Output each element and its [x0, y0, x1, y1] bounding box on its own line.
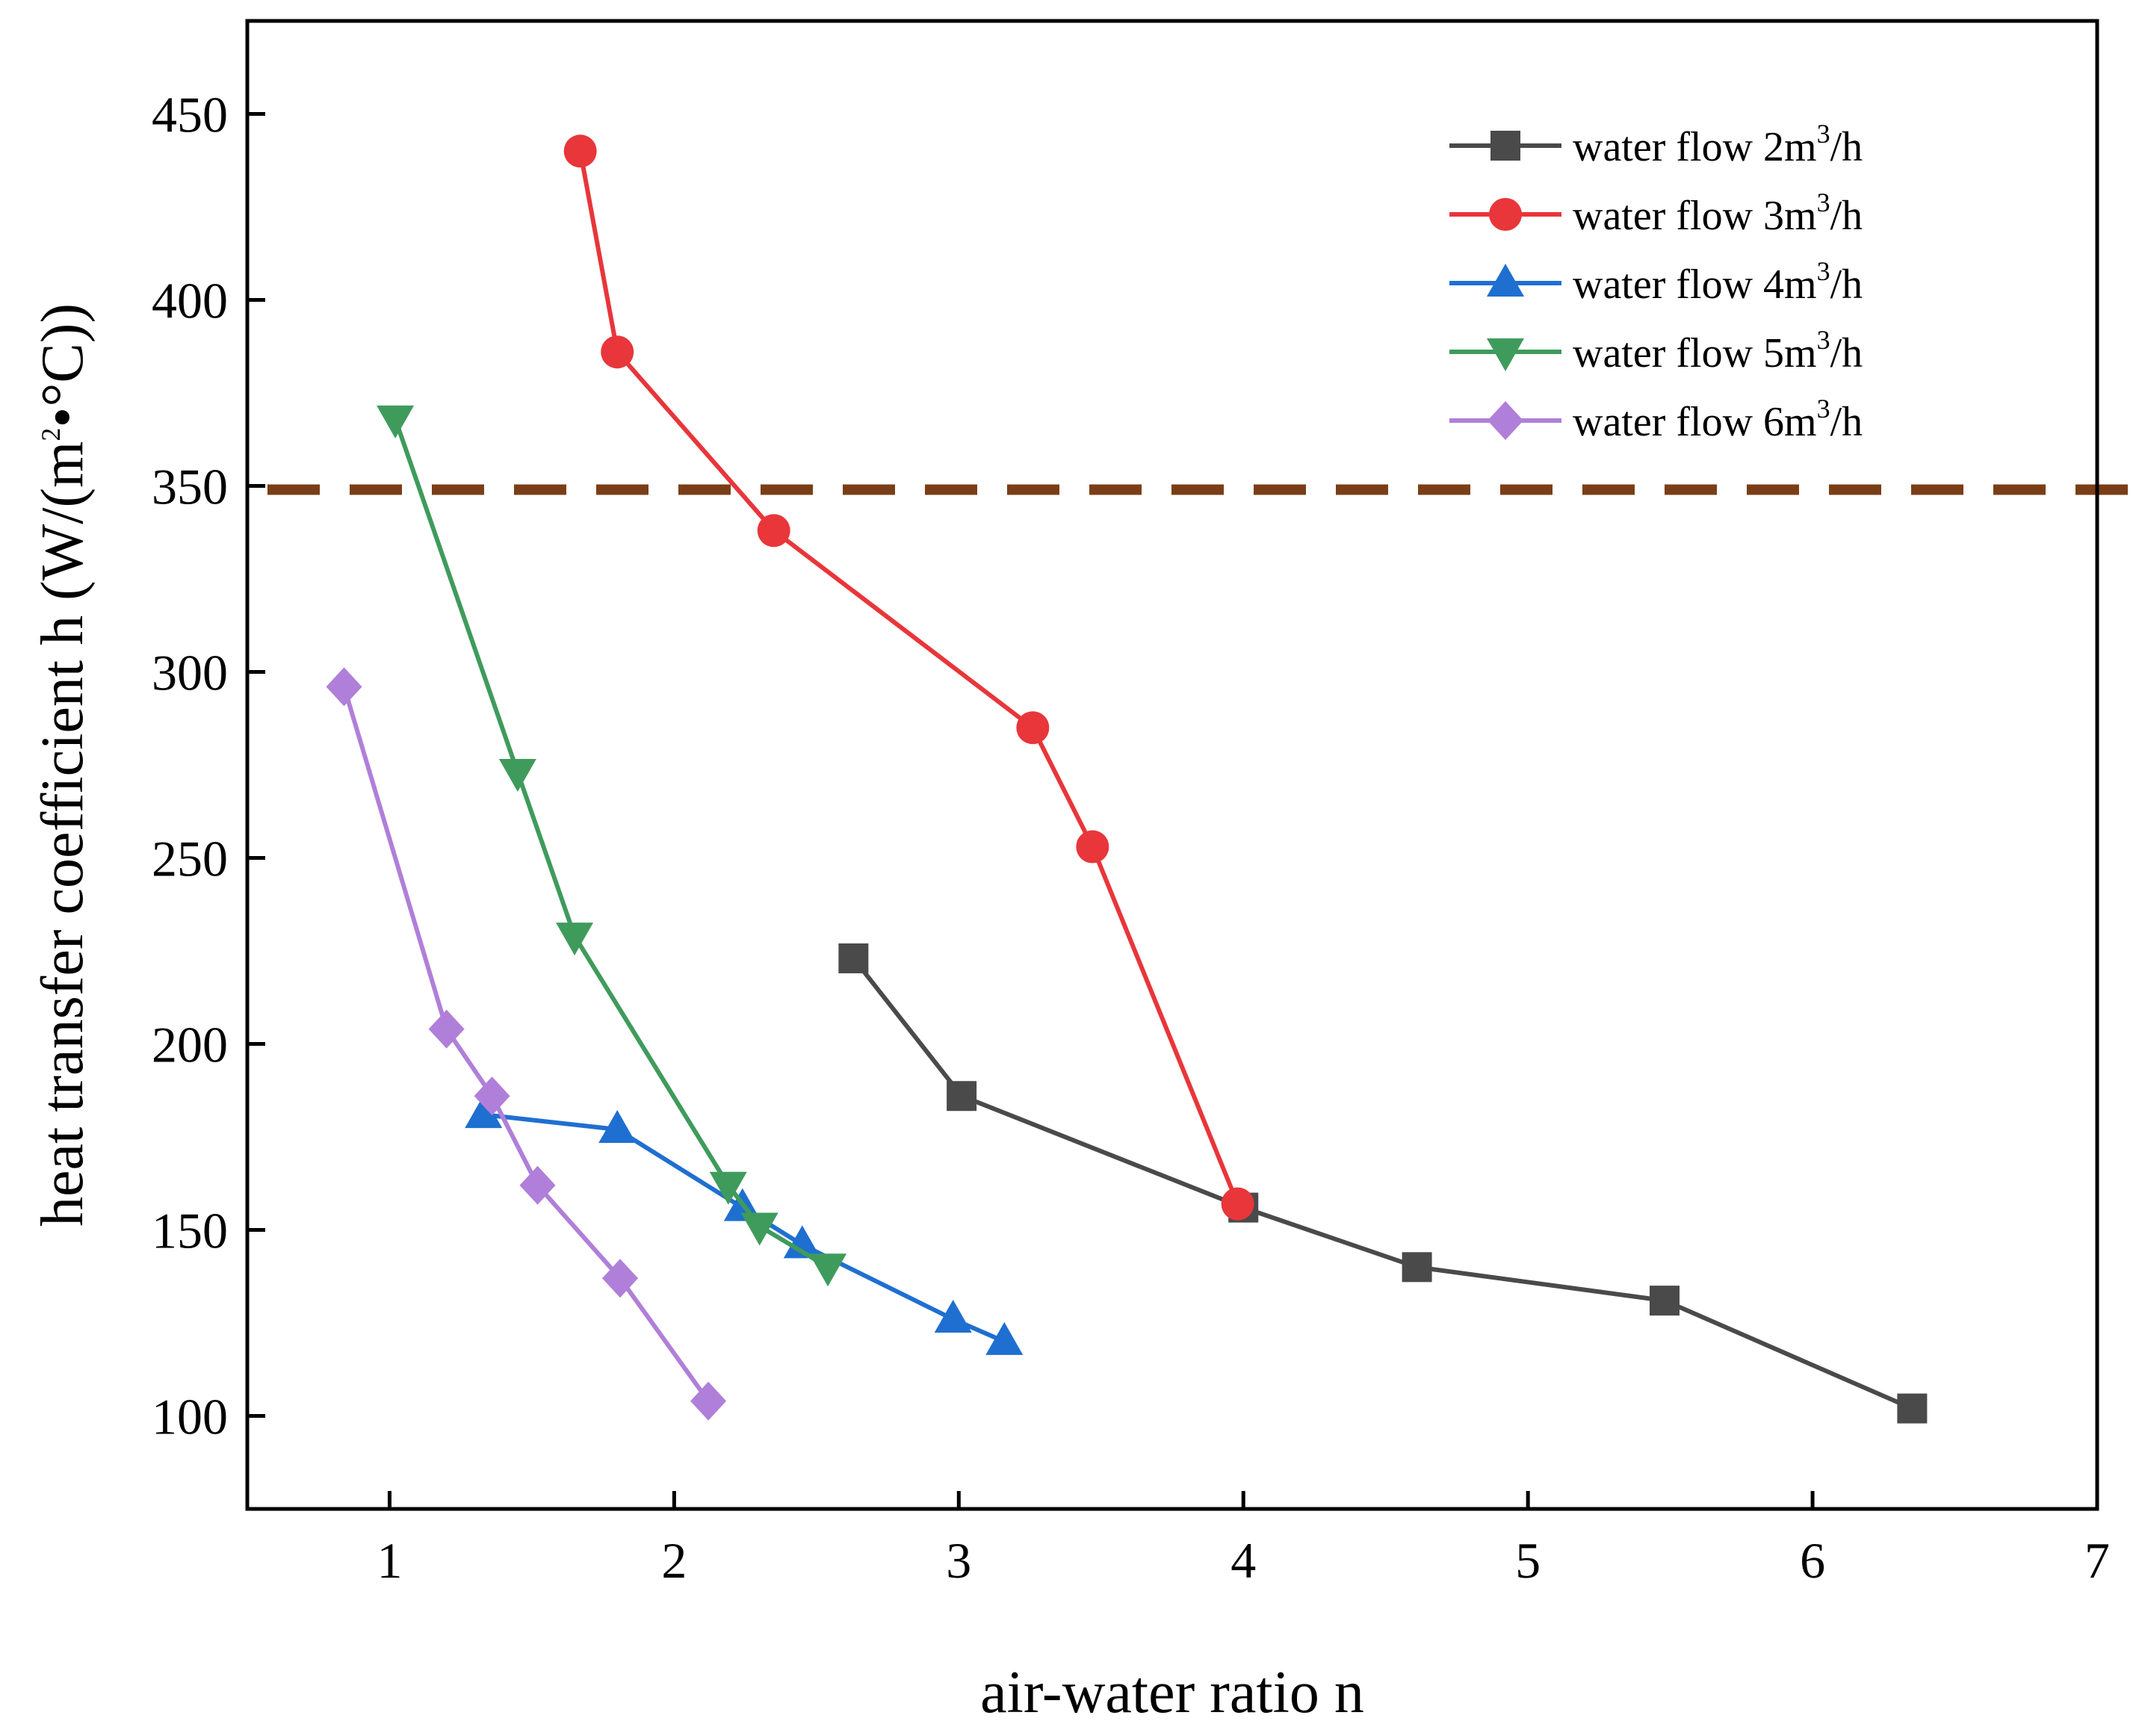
- series-5-point: [474, 1076, 510, 1116]
- legend-label: water flow 2m3/h: [1573, 119, 1863, 170]
- legend-label-main: water flow 2m: [1573, 124, 1817, 170]
- legend-label: water flow 5m3/h: [1573, 325, 1863, 376]
- legend-label: water flow 6m3/h: [1573, 394, 1863, 445]
- legend-label-unit: /h: [1830, 124, 1863, 170]
- legend-label-main: water flow 3m: [1573, 193, 1817, 239]
- legend-label-sup: 3: [1817, 187, 1830, 217]
- series-layer: [326, 134, 1928, 1424]
- series-2-point: [757, 514, 790, 548]
- x-tick-label: 5: [1515, 1532, 1541, 1589]
- series-4: [377, 405, 847, 1287]
- legend-item-3: water flow 4m3/h: [1449, 256, 1863, 308]
- series-4-point: [498, 758, 536, 792]
- legend-label-unit: /h: [1830, 261, 1863, 308]
- series-3-point: [783, 1225, 821, 1259]
- series-1-point: [1402, 1252, 1432, 1283]
- series-2-point: [1016, 711, 1050, 745]
- y-tick-label: 200: [152, 1017, 228, 1073]
- series-1-line: [852, 957, 1913, 1411]
- legend-item-5: water flow 6m3/h: [1449, 394, 1863, 445]
- legend-marker: [1489, 198, 1522, 231]
- y-tick-label: 100: [152, 1389, 228, 1445]
- legend-label-sup: 3: [1817, 119, 1830, 149]
- series-4-line: [393, 418, 829, 1269]
- series-1-point: [1897, 1393, 1928, 1424]
- y-axis-title-main: heat transfer coefficient h (W/(m: [30, 441, 96, 1227]
- series-1: [838, 943, 1928, 1424]
- x-tick-label: 3: [946, 1532, 971, 1589]
- series-3-point: [598, 1110, 637, 1144]
- series-1-point: [838, 943, 869, 973]
- x-tick-label: 2: [661, 1532, 687, 1589]
- series-5-point: [519, 1165, 556, 1205]
- series-4-point: [809, 1253, 847, 1287]
- legend-label-unit: /h: [1830, 193, 1863, 239]
- x-tick-label: 1: [377, 1532, 402, 1589]
- legend-marker: [1487, 338, 1524, 371]
- legend-label-unit: /h: [1830, 399, 1863, 445]
- series-2-point: [601, 335, 634, 369]
- y-tick-label: 400: [152, 273, 228, 329]
- x-tick-label: 4: [1230, 1532, 1256, 1589]
- legend-label-main: water flow 4m: [1573, 261, 1817, 308]
- series-5: [326, 667, 727, 1421]
- y-axis-title: heat transfer coefficient h (W/(m2•°C)): [30, 303, 96, 1227]
- axes-layer: 1 2 3 4 5 6 7 100 150 200 250 300 350 400 450: [152, 87, 2110, 1590]
- y-axis-title-tail: •°C)): [30, 303, 96, 428]
- legend-marker: [1490, 131, 1520, 161]
- legend-label-sup: 3: [1817, 256, 1830, 286]
- series-3-point: [934, 1300, 972, 1333]
- series-1-point: [947, 1081, 977, 1112]
- series-2-point: [1076, 830, 1109, 864]
- y-tick-label: 350: [152, 459, 228, 515]
- series-5-point: [326, 667, 362, 707]
- legend-label-main: water flow 6m: [1573, 399, 1817, 445]
- legend-label-unit: /h: [1830, 330, 1863, 376]
- legend-label: water flow 3m3/h: [1573, 187, 1863, 239]
- legend-item-1: water flow 2m3/h: [1449, 119, 1863, 170]
- x-tick-label: 7: [2084, 1532, 2110, 1589]
- y-tick-label: 250: [152, 831, 228, 887]
- legend-label-sup: 3: [1817, 394, 1830, 424]
- legend-label-main: water flow 5m: [1573, 330, 1817, 376]
- series-4-point: [709, 1171, 747, 1205]
- legend-marker: [1488, 401, 1523, 440]
- series-5-point: [602, 1259, 639, 1298]
- y-tick-label: 150: [152, 1203, 228, 1259]
- series-2: [563, 134, 1254, 1221]
- x-axis-title: air-water ratio n: [980, 1660, 1364, 1726]
- series-5-line: [341, 686, 711, 1403]
- series-1-point: [1649, 1286, 1680, 1316]
- y-axis-title-sup: 2: [36, 428, 66, 441]
- series-5-point: [428, 1009, 465, 1049]
- series-2-point: [1221, 1187, 1254, 1221]
- series-2-point: [563, 134, 597, 168]
- series-4-point: [377, 405, 415, 438]
- x-tick-label: 6: [1800, 1532, 1825, 1589]
- series-5-point: [690, 1381, 727, 1421]
- series-4-point: [740, 1212, 778, 1246]
- legend-label: water flow 4m3/h: [1573, 256, 1863, 308]
- legend-label-sup: 3: [1817, 325, 1830, 355]
- series-2-line: [578, 150, 1240, 1205]
- legend-item-4: water flow 5m3/h: [1449, 325, 1863, 376]
- series-3-point: [465, 1095, 503, 1129]
- y-tick-label: 450: [152, 87, 228, 143]
- legend-item-2: water flow 3m3/h: [1449, 187, 1863, 239]
- series-3-point: [985, 1321, 1024, 1355]
- plot-frame: [245, 19, 2099, 1511]
- series-4-point: [556, 923, 594, 956]
- legend-marker: [1487, 264, 1524, 297]
- y-tick-label: 300: [152, 645, 228, 701]
